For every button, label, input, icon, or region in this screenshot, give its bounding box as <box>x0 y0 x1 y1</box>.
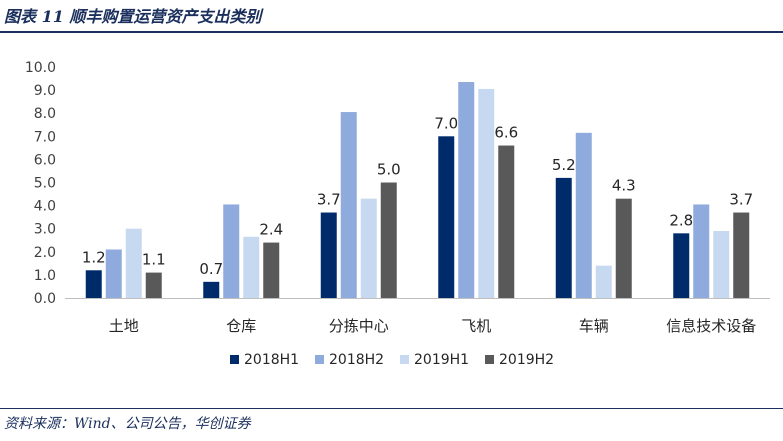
y-tick-label-1: 1.0 <box>34 268 56 284</box>
bar-2018H2-2 <box>340 112 357 298</box>
data-label-5: 5.0 <box>377 161 401 179</box>
data-label-6: 7.0 <box>434 114 458 132</box>
bar-2018H1-4 <box>555 177 572 298</box>
legend-label-2: 2019H1 <box>414 352 469 368</box>
bar-2019H1-4 <box>595 265 612 298</box>
y-tick-label-0: 0.0 <box>34 291 56 307</box>
legend-swatch-0 <box>230 355 239 364</box>
bar-chart: 0.0 1.0 2.0 3.0 4.0 5.0 6.0 7.0 8.0 9.0 10.0 土地 仓库 分… <box>25 60 770 368</box>
bar-2019H1-2 <box>360 198 377 298</box>
y-tick-label-8: 8.0 <box>34 106 56 122</box>
x-category-label-5: 信息技术设备 <box>666 317 756 335</box>
bar-2018H1-1 <box>203 281 220 298</box>
data-label-3: 2.4 <box>259 221 283 239</box>
figure-title: 图表 11 顺丰购置运营资产支出类别 <box>4 7 262 26</box>
title-rule <box>0 31 783 33</box>
bar-2018H2-0 <box>105 249 122 298</box>
data-labels: 1.2 1.1 0.7 2.4 3.7 5.0 7.0 6.6 5.2 4.3 2.8 3.7 <box>82 114 753 278</box>
bar-2018H1-2 <box>320 212 337 298</box>
bar-2019H1-5 <box>713 231 730 298</box>
data-label-8: 5.2 <box>552 156 576 174</box>
bar-2019H1-1 <box>243 236 260 298</box>
legend-swatch-3 <box>485 355 494 364</box>
source-rule <box>0 408 783 409</box>
y-tick-label-2: 2.0 <box>34 245 56 261</box>
legend: 2018H1 2018H2 2019H1 2019H2 <box>230 352 554 368</box>
legend-label-1: 2018H2 <box>329 352 384 368</box>
data-label-11: 3.7 <box>729 191 753 209</box>
bar-2018H1-0 <box>85 270 102 298</box>
y-tick-label-10: 10.0 <box>25 60 56 76</box>
data-label-9: 4.3 <box>612 177 636 195</box>
x-category-label-4: 车辆 <box>579 317 609 335</box>
y-tick-label-3: 3.0 <box>34 222 56 238</box>
y-tick-label-6: 6.0 <box>34 152 56 168</box>
bar-2018H2-4 <box>575 132 592 298</box>
legend-label-3: 2019H2 <box>499 352 554 368</box>
x-category-label-2: 分拣中心 <box>329 317 389 335</box>
x-category-label-1: 仓库 <box>226 317 256 335</box>
y-tick-label-4: 4.0 <box>34 199 56 215</box>
y-axis-ticks: 0.0 1.0 2.0 3.0 4.0 5.0 6.0 7.0 8.0 9.0 10.0 <box>25 60 56 307</box>
x-category-label-0: 土地 <box>109 317 139 335</box>
bar-2019H2-4 <box>615 198 632 298</box>
bar-2019H2-3 <box>498 145 515 298</box>
bar-2019H2-5 <box>733 212 750 298</box>
bar-2019H1-0 <box>125 228 142 298</box>
data-label-10: 2.8 <box>669 211 693 229</box>
data-label-0: 1.2 <box>82 248 106 266</box>
bar-2018H2-3 <box>458 82 475 298</box>
y-tick-label-5: 5.0 <box>34 176 56 192</box>
y-tick-label-9: 9.0 <box>34 83 56 99</box>
x-category-label-3: 飞机 <box>461 317 491 335</box>
bar-2018H1-5 <box>673 233 690 298</box>
legend-swatch-1 <box>315 355 324 364</box>
legend-swatch-2 <box>400 355 409 364</box>
bar-2019H2-1 <box>263 242 280 298</box>
source-note: 资料来源：Wind、公司公告，华创证券 <box>4 416 251 432</box>
bar-2018H2-1 <box>223 204 240 298</box>
legend-label-0: 2018H1 <box>244 352 299 368</box>
data-label-4: 3.7 <box>317 191 341 209</box>
data-label-7: 6.6 <box>494 124 518 142</box>
bar-2018H2-5 <box>693 204 710 298</box>
data-label-1: 1.1 <box>142 251 166 269</box>
bar-2019H2-2 <box>380 182 397 298</box>
bar-2019H2-0 <box>145 272 162 298</box>
data-label-2: 0.7 <box>199 260 223 278</box>
y-tick-label-7: 7.0 <box>34 129 56 145</box>
x-axis: 土地 仓库 分拣中心 飞机 车辆 信息技术设备 <box>65 298 770 335</box>
bar-2019H1-3 <box>478 88 495 298</box>
bar-series <box>85 82 750 298</box>
bar-2018H1-3 <box>438 136 455 298</box>
